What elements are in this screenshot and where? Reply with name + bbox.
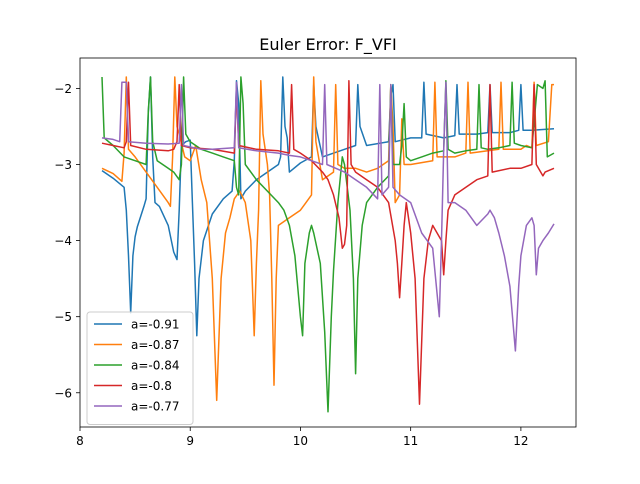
y-tick-label: −3 [54,158,72,172]
y-tick-label: −4 [54,234,72,248]
y-tick-label: −2 [54,82,72,96]
x-tick-label: 9 [186,434,194,448]
y-tick-label: −6 [54,386,72,400]
axes: 8 9 10 11 12 −2 −3 −4 −5 −6 [54,57,577,448]
x-tick-label: 10 [293,434,308,448]
series-line-4 [101,80,555,405]
x-tick-label: 11 [403,434,418,448]
chart-title: Euler Error: F_VFI [259,35,396,55]
legend-label-1: a=-0.91 [131,318,179,332]
axes-frame [79,57,577,428]
legend: a=-0.91 a=-0.87 a=-0.84 a=-0.8 a=-0.77 [86,311,194,425]
legend-label-5: a=-0.77 [131,400,179,414]
legend-label-3: a=-0.84 [131,359,179,373]
x-tick-label: 8 [76,434,84,448]
y-tick-label: −5 [54,310,72,324]
series-line-5 [101,81,555,352]
legend-label-4: a=-0.8 [131,379,172,393]
plot-area [101,76,555,413]
x-tick-label: 12 [513,434,528,448]
legend-box [86,311,194,425]
series-line-3 [101,76,555,413]
legend-label-2: a=-0.87 [131,338,179,352]
